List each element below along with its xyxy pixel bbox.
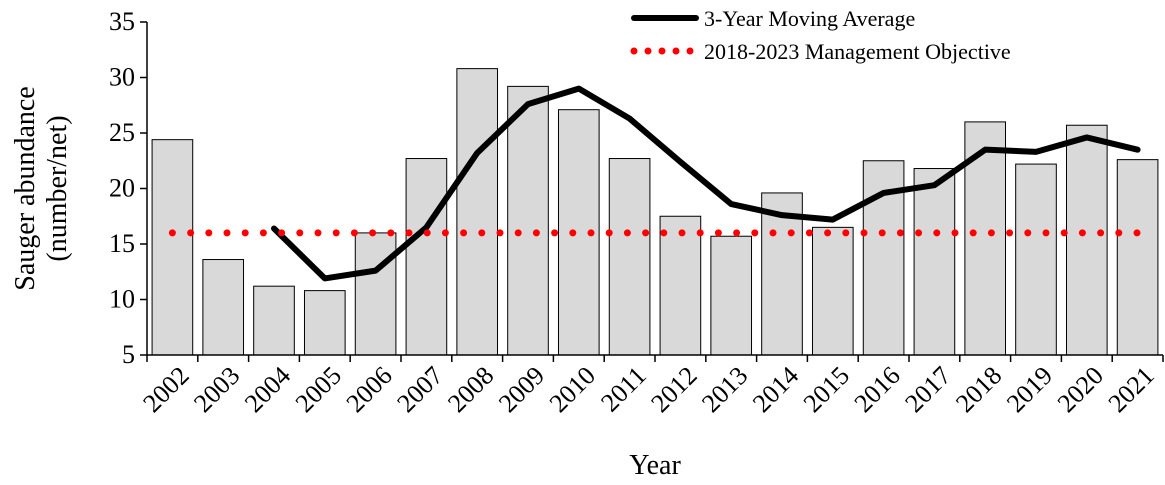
x-tick-label: 2013 xyxy=(696,361,753,418)
bar xyxy=(608,158,651,356)
bar xyxy=(1065,124,1108,356)
y-tick-label: 15 xyxy=(109,229,135,258)
bar xyxy=(659,215,702,356)
y-tick-label: 10 xyxy=(109,285,135,314)
x-tick-label: 2008 xyxy=(442,361,499,418)
bar xyxy=(354,232,397,356)
x-tick-label: 2003 xyxy=(188,361,245,418)
y-tick-label: 30 xyxy=(109,63,135,92)
x-tick-label: 2006 xyxy=(341,361,398,418)
bar xyxy=(202,259,245,356)
x-tick-label: 2011 xyxy=(595,361,652,418)
bar xyxy=(761,192,803,356)
bar xyxy=(303,290,346,356)
y-tick-label: 35 xyxy=(109,7,135,36)
x-tick-label: 2020 xyxy=(1052,361,1109,418)
x-tick-label: 2021 xyxy=(1103,361,1160,418)
x-tick-label: 2010 xyxy=(544,361,601,418)
y-tick-label: 20 xyxy=(109,174,135,203)
bar xyxy=(405,158,448,356)
x-tick-label: 2004 xyxy=(239,361,296,418)
bar xyxy=(913,168,956,356)
x-tick-label: 2014 xyxy=(747,361,804,418)
legend-label: 3-Year Moving Average xyxy=(704,6,915,31)
x-tick-label: 2017 xyxy=(899,361,956,418)
x-tick-label: 2016 xyxy=(849,361,906,418)
y-axis-title: (number/net) xyxy=(42,115,73,261)
bar xyxy=(1015,163,1057,356)
bar xyxy=(456,68,499,356)
y-tick-label: 5 xyxy=(122,340,135,369)
bar xyxy=(151,139,194,356)
bar xyxy=(507,85,549,356)
bar xyxy=(1116,159,1159,356)
x-tick-label: 2019 xyxy=(1001,361,1058,418)
legend-label: 2018-2023 Management Objective xyxy=(704,39,1011,64)
x-tick-label: 2007 xyxy=(391,361,448,418)
y-axis-title: Sauger abundance xyxy=(10,86,41,290)
bar xyxy=(710,235,753,356)
moving-average-line xyxy=(271,85,1141,282)
x-tick-label: 2005 xyxy=(290,361,347,418)
bar xyxy=(811,226,854,356)
x-tick-label: 2002 xyxy=(137,361,194,418)
x-tick-label: 2012 xyxy=(645,361,702,418)
x-tick-label: 2009 xyxy=(493,361,550,418)
x-tick-label: 2015 xyxy=(798,361,855,418)
x-tick-label: 2018 xyxy=(950,361,1007,418)
x-axis-title: Year xyxy=(629,450,681,481)
y-tick-label: 25 xyxy=(109,118,135,147)
bar xyxy=(253,285,295,356)
